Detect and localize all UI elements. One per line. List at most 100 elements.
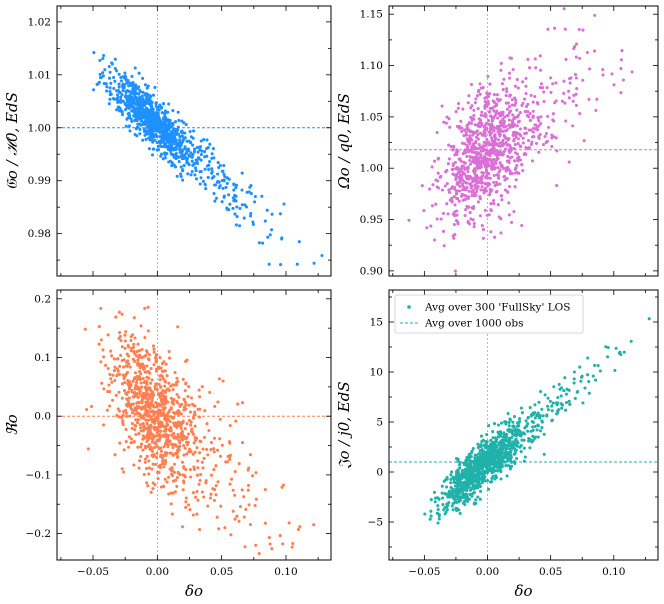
data-point [138, 389, 142, 394]
data-point [147, 472, 151, 476]
data-point [492, 453, 496, 457]
data-point [476, 200, 480, 204]
data-point [559, 394, 563, 398]
data-point [191, 143, 195, 147]
data-point [192, 129, 196, 133]
data-point [489, 143, 494, 147]
data-point [206, 504, 210, 508]
data-point [488, 133, 492, 137]
data-point [154, 367, 159, 371]
data-point [479, 188, 483, 192]
data-point [466, 145, 470, 149]
data-point [553, 26, 557, 30]
data-point [233, 470, 237, 474]
data-point [523, 126, 527, 130]
data-point [507, 136, 511, 141]
data-point [467, 483, 471, 487]
data-point [180, 140, 184, 144]
data-point [175, 376, 179, 380]
data-point [182, 474, 186, 478]
data-point [470, 145, 474, 149]
data-point [139, 454, 143, 459]
data-point [279, 263, 283, 267]
data-point [497, 153, 501, 157]
data-point [98, 76, 103, 80]
data-point [547, 125, 551, 129]
data-point [435, 217, 439, 221]
data-point [281, 542, 285, 546]
data-point [469, 186, 473, 190]
data-point [101, 71, 105, 75]
data-point [120, 467, 124, 471]
data-point [515, 77, 519, 82]
data-point [443, 512, 447, 516]
data-point [539, 68, 543, 72]
data-point [515, 444, 519, 448]
data-point [155, 403, 160, 407]
data-point [511, 420, 515, 424]
data-point [240, 188, 244, 192]
data-point [465, 204, 469, 208]
data-point [136, 418, 140, 422]
data-point [168, 440, 172, 444]
data-point [530, 135, 534, 139]
data-point [153, 387, 158, 391]
data-point [469, 82, 474, 87]
data-point [492, 180, 496, 184]
data-point [124, 440, 128, 444]
data-point [546, 404, 550, 408]
data-point [575, 87, 579, 91]
data-point [512, 425, 516, 429]
data-point [280, 485, 284, 489]
data-point [550, 133, 554, 137]
data-point [203, 409, 207, 413]
data-point [579, 379, 583, 383]
data-point [97, 342, 101, 346]
data-point [105, 408, 109, 412]
data-point [493, 235, 497, 239]
data-point [174, 436, 178, 440]
data-point [96, 82, 100, 86]
data-point [221, 169, 225, 173]
data-point [435, 130, 439, 135]
data-point [268, 542, 272, 546]
data-point [564, 57, 568, 61]
data-point [189, 396, 194, 400]
data-point [221, 379, 225, 383]
data-point [451, 508, 455, 512]
data-point [212, 192, 216, 196]
data-point [162, 135, 166, 139]
data-point [174, 130, 178, 134]
data-point [121, 419, 125, 423]
data-point [233, 517, 237, 521]
data-point [429, 509, 433, 513]
data-point [606, 345, 610, 350]
data-point [481, 457, 485, 461]
data-point [235, 183, 239, 187]
data-point [133, 371, 138, 375]
data-point [458, 189, 462, 193]
data-point [182, 465, 186, 469]
data-point [480, 440, 484, 444]
data-point [156, 477, 160, 481]
data-point [499, 68, 503, 72]
data-point [520, 223, 524, 228]
data-point [517, 420, 522, 424]
data-point [126, 97, 130, 101]
data-point [546, 114, 550, 118]
data-point [127, 396, 131, 400]
data-point [458, 498, 463, 503]
data-point [504, 420, 508, 424]
data-point [453, 214, 457, 218]
data-point [454, 487, 458, 491]
data-point [587, 379, 591, 384]
data-point [505, 128, 509, 132]
data-point [248, 185, 252, 189]
data-point [175, 392, 179, 397]
data-point [476, 446, 480, 450]
data-point [145, 481, 149, 485]
data-point [127, 387, 131, 391]
data-point [146, 438, 150, 442]
data-point [136, 411, 140, 415]
data-point [120, 110, 124, 114]
